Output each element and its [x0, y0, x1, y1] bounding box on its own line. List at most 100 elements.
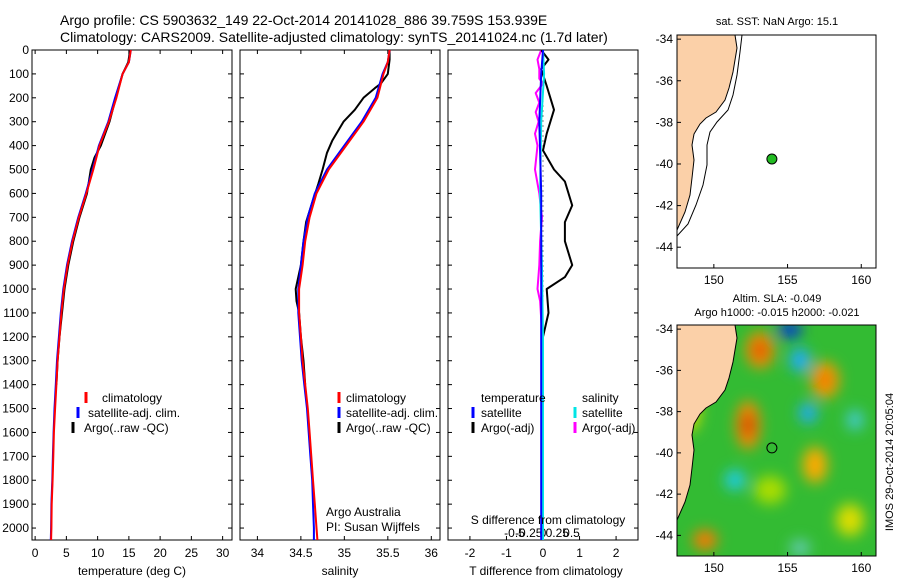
temperature-tick-label: 10 — [91, 546, 105, 560]
s-diff-tick-label: -0.25 — [515, 526, 543, 540]
depth-tick-label: 1000 — [2, 282, 29, 296]
depth-tick-label: 200 — [9, 91, 29, 105]
temperature-tick-label: 20 — [153, 546, 167, 560]
salinity-series — [294, 50, 391, 540]
legend-t-argo-label: Argo(-adj) — [481, 421, 534, 435]
t-diff-tick-label: -2 — [465, 546, 476, 560]
sst-coastline — [677, 35, 738, 231]
latitude-tick-label: -40 — [656, 446, 674, 460]
argo-float-marker — [766, 153, 778, 165]
sla-map-title: Altim. SLA: -0.049 — [733, 293, 822, 305]
legend-salinity-heading: salinity — [582, 391, 619, 405]
longitude-tick-label: 160 — [851, 273, 871, 287]
t-argo-difference-line — [540, 50, 574, 385]
latitude-tick-label: -44 — [656, 528, 674, 542]
temperature-x-axis: 0 5 10 15 20 25 30 — [32, 50, 230, 560]
temperature-x-label: temperature (deg C) — [78, 564, 186, 578]
t-diff-tick-label: 0 — [540, 546, 547, 560]
depth-tick-label: 700 — [9, 210, 29, 224]
t-diff-tick-label: 2 — [613, 546, 620, 560]
depth-tick-label: 0 — [22, 43, 29, 57]
temperature-panel: 0100200300400500600700800900100011001200… — [2, 43, 233, 578]
sla-anomaly-core — [820, 373, 830, 387]
temperature-tick-label: 25 — [185, 546, 199, 560]
depth-tick-label: 1400 — [2, 378, 29, 392]
sst-map-frame — [676, 34, 877, 269]
sla-anomaly-warm — [803, 447, 827, 483]
argo-float-marker — [766, 442, 778, 454]
temperature-tick-label: 30 — [216, 546, 230, 560]
salinity-legend: climatology satellite-adj. clim. Argo(..… — [337, 391, 438, 435]
longitude-tick-label: 150 — [704, 561, 724, 575]
salinity-climatology-line — [298, 50, 391, 540]
sst-map-axes: 150 155 160 -34 -36 -38 -40 -42 -44 — [656, 32, 872, 287]
depth-tick-label: 600 — [9, 186, 29, 200]
temperature-tick-label: 0 — [32, 546, 39, 560]
depth-tick-label: 1300 — [2, 354, 29, 368]
legend-satellite-label: satellite-adj. clim. — [88, 406, 180, 420]
s-diff-tick-label: -0.5 — [504, 526, 525, 540]
latitude-tick-label: -44 — [656, 240, 674, 254]
sla-map-subtitle: Argo h1000: -0.015 h2000: -0.021 — [694, 307, 859, 319]
difference-series — [534, 50, 574, 540]
s-argo-difference-line — [534, 50, 544, 385]
sla-anomaly-cold — [790, 348, 810, 372]
salinity-panel: 34 34.5 35 35.5 36 climatology satellite-adj… — [239, 49, 441, 578]
sla-map-frame — [676, 324, 877, 557]
difference-panel: -2 -1 0 1 2-0.5-0.250 0.250.5 temperature sat… — [447, 49, 639, 578]
sla-anomaly-mild — [836, 504, 864, 536]
sst-shelf-contour — [677, 35, 743, 237]
legend-temperature-heading: temperature — [481, 391, 546, 405]
sla-anomaly-warm — [693, 530, 717, 550]
sla-anomaly-cold — [790, 540, 810, 556]
legend-argo-label: Argo(..raw -QC) — [84, 421, 169, 435]
sla-anomaly-cold — [847, 410, 863, 430]
sla-anomaly-mild — [754, 476, 786, 504]
salinity-tick-label: 34 — [251, 546, 265, 560]
salinity-plot-frame — [239, 49, 441, 541]
salinity-x-axis: 34 34.5 35 35.5 36 — [251, 50, 438, 560]
header-line-2: Climatology: CARS2009. Satellite-adjuste… — [60, 29, 608, 45]
sla-map: Altim. SLA: -0.049 Argo h1000: -0.015 h2… — [656, 293, 896, 575]
depth-tick-label: 1100 — [3, 306, 29, 320]
depth-tick-label: 1800 — [2, 473, 29, 487]
legend-s-argo-label: Argo(-adj) — [582, 421, 635, 435]
latitude-tick-label: -42 — [656, 487, 674, 501]
s-diff-tick-label: 0.5 — [563, 526, 580, 540]
latitude-tick-label: -40 — [656, 157, 674, 171]
depth-tick-label: 100 — [9, 67, 29, 81]
latitude-tick-label: -36 — [656, 363, 674, 377]
latitude-tick-label: -34 — [656, 32, 674, 46]
salinity-y-ticks — [240, 49, 440, 529]
legend-s-satellite-label: satellite — [582, 406, 623, 420]
latitude-tick-label: -36 — [656, 74, 674, 88]
depth-tick-label: 1900 — [2, 497, 29, 511]
legend-climatology-label: climatology — [346, 391, 406, 405]
difference-y-ticks — [448, 49, 638, 529]
temperature-legend: climatology satellite-adj. clim. Argo(..… — [71, 391, 180, 435]
sst-map-title: sat. SST: NaN Argo: 15.1 — [716, 16, 838, 28]
depth-tick-label: 1600 — [2, 425, 29, 439]
sla-coastline — [677, 325, 738, 521]
depth-tick-label: 1700 — [2, 449, 29, 463]
latitude-tick-label: -42 — [656, 199, 674, 213]
temperature-climatology-line — [50, 50, 132, 540]
pi-label: PI: Susan Wijffels — [326, 520, 420, 534]
legend-satellite-label: satellite-adj. clim. — [346, 406, 438, 420]
s-diff-tick-label: 0.25 — [546, 526, 570, 540]
s-difference-label: S difference from climatology — [471, 513, 626, 527]
sla-anomaly-cold — [778, 325, 802, 338]
longitude-tick-label: 155 — [778, 561, 798, 575]
header-line-1: Argo profile: CS 5903632_149 22-Oct-2014… — [60, 12, 547, 28]
difference-legend: temperature satellite Argo(-adj) salinit… — [471, 391, 635, 435]
temperature-tick-label: 15 — [122, 546, 136, 560]
salinity-tick-label: 35 — [338, 546, 352, 560]
t-diff-tick-label: -1 — [501, 546, 512, 560]
sla-anomaly-cold — [799, 403, 817, 423]
depth-tick-label: 1200 — [2, 330, 29, 344]
longitude-tick-label: 150 — [704, 273, 724, 287]
latitude-tick-label: -38 — [656, 115, 674, 129]
sla-map-axes: 150 155 160 -34 -36 -38 -40 -42 -44 — [656, 322, 872, 575]
sla-anomaly-core — [754, 342, 766, 358]
